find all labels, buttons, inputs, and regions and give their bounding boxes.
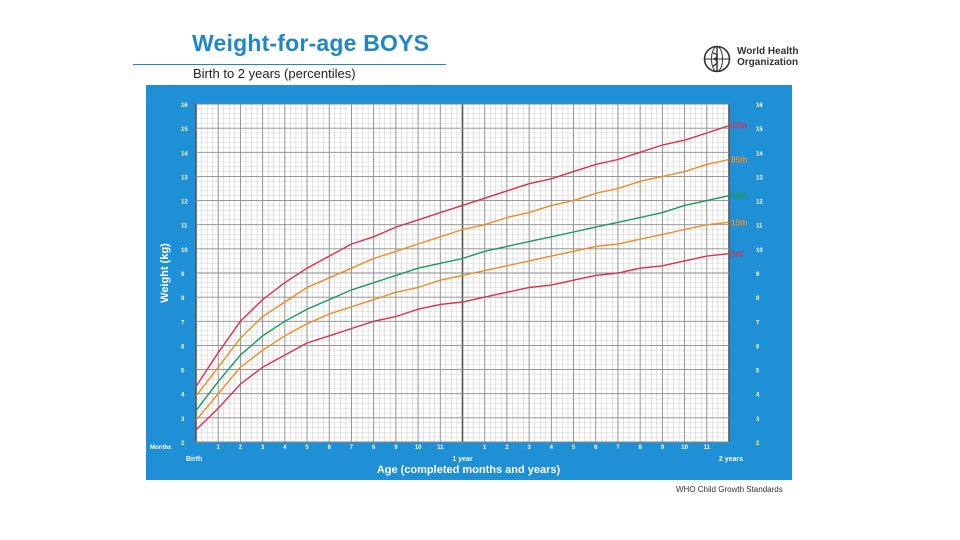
y-tick-label-right: 5	[756, 369, 760, 375]
y-tick-label-left: 2	[181, 441, 185, 447]
y-tick-label-right: 6	[756, 344, 760, 350]
x-tick-label: 6	[328, 445, 332, 451]
y-axis-label: Weight (kg)	[159, 243, 171, 303]
x-tick-label: 2	[239, 445, 243, 451]
who-emblem-icon	[703, 45, 731, 73]
x-tick-label: 9	[661, 445, 665, 451]
y-tick-label-right: 9	[756, 272, 760, 278]
y-tick-label-left: 14	[181, 151, 188, 157]
org-name-line1: World Health	[737, 46, 799, 57]
x-tick-label: 1	[483, 445, 487, 451]
series-label-97th: 97th	[731, 122, 748, 131]
org-name-line2: Organization	[737, 57, 799, 68]
y-tick-label-left: 3	[181, 417, 185, 423]
series-line-97th	[195, 125, 730, 387]
y-tick-label-left: 6	[181, 344, 185, 350]
series-label-50th: 50th	[731, 192, 748, 201]
y-tick-label-left: 16	[181, 103, 188, 109]
x-tick-label: 1	[217, 445, 221, 451]
series-line-3rd	[195, 253, 730, 431]
x-tick-label: 6	[594, 445, 598, 451]
x-tick-label: 11	[437, 445, 444, 451]
y-tick-label-right: 15	[756, 127, 763, 133]
org-name: World Health Organization	[737, 46, 798, 68]
chart-subtitle: Birth to 2 years (percentiles)	[193, 66, 356, 81]
x-tick-label: 10	[681, 445, 688, 451]
x-tick-label: 8	[638, 445, 642, 451]
y-tick-label-left: 8	[181, 296, 185, 302]
y-tick-label-right: 11	[756, 224, 763, 230]
x-tick-label: 3	[527, 445, 531, 451]
y-tick-label-left: 5	[181, 369, 185, 375]
x-tick-label: 3	[261, 445, 265, 451]
x-milestone-label: 1 year	[452, 456, 473, 463]
y-tick-label-left: 12	[181, 200, 188, 206]
y-tick-label-right: 3	[756, 417, 760, 423]
y-tick-label-right: 13	[756, 175, 763, 181]
series-label-3rd: 3rd	[731, 250, 744, 259]
y-tick-label-left: 13	[181, 175, 188, 181]
series-line-85th	[195, 158, 730, 397]
y-tick-label-left: 4	[181, 393, 185, 399]
y-tick-label-right: 14	[756, 151, 763, 157]
series-label-15th: 15th	[731, 218, 748, 227]
series-label-85th: 85th	[731, 156, 748, 165]
source-note: WHO Child Growth Standards	[676, 485, 783, 494]
y-tick-label-left: 15	[181, 127, 188, 133]
series-line-15th	[195, 221, 730, 421]
y-tick-label-right: 16	[756, 103, 763, 109]
series-line-50th	[195, 195, 730, 412]
y-tick-label-right: 2	[756, 441, 760, 447]
x-tick-label: 7	[616, 445, 620, 451]
y-tick-label-right: 4	[756, 393, 760, 399]
y-tick-label-left: 11	[181, 224, 188, 230]
x-milestone-label: Birth	[186, 456, 202, 463]
x-tick-label: 9	[394, 445, 398, 451]
y-tick-label-right: 7	[756, 320, 760, 326]
x-axis-label: Age (completed months and years)	[377, 464, 561, 476]
x-tick-label: 10	[415, 445, 422, 451]
x-tick-label: 4	[550, 445, 554, 451]
y-tick-label-right: 10	[756, 248, 763, 254]
x-tick-label: 5	[572, 445, 576, 451]
y-tick-label-left: 9	[181, 272, 185, 278]
x-milestone-label: 2 years	[719, 456, 743, 463]
x-tick-label: 8	[372, 445, 376, 451]
y-tick-label-right: 8	[756, 296, 760, 302]
y-tick-label-left: 10	[181, 248, 188, 254]
y-tick-label-left: 7	[181, 320, 185, 326]
x-tick-label: 4	[283, 445, 287, 451]
x-tick-label: 5	[305, 445, 309, 451]
x-tick-label: 7	[350, 445, 354, 451]
x-tick-label: 11	[704, 445, 711, 451]
chart-title: Weight-for-age BOYS	[192, 30, 430, 56]
x-tick-label: 2	[505, 445, 509, 451]
months-label: Months	[150, 445, 172, 451]
y-tick-label-right: 12	[756, 200, 763, 206]
title-underline	[133, 64, 446, 65]
